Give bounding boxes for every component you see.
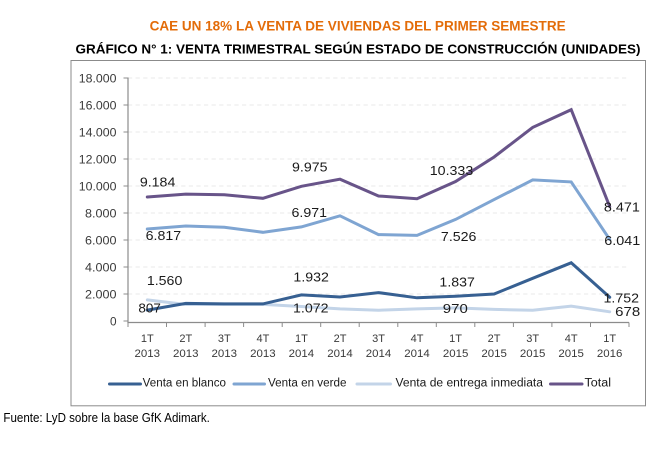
svg-text:8.000: 8.000 — [85, 206, 117, 220]
svg-text:2014: 2014 — [289, 348, 315, 360]
svg-text:4T: 4T — [411, 333, 424, 345]
svg-text:2014: 2014 — [404, 348, 430, 360]
svg-text:14.000: 14.000 — [79, 125, 117, 139]
svg-text:8.471: 8.471 — [604, 200, 640, 215]
svg-text:4.000: 4.000 — [85, 260, 117, 274]
svg-text:1.072: 1.072 — [293, 301, 329, 316]
svg-text:2015: 2015 — [481, 348, 507, 360]
svg-text:1.752: 1.752 — [604, 290, 640, 305]
svg-text:2013: 2013 — [173, 348, 199, 360]
svg-text:1T: 1T — [603, 333, 616, 345]
svg-text:2015: 2015 — [520, 348, 546, 360]
svg-text:Venta en verde: Venta en verde — [268, 377, 347, 389]
svg-text:970: 970 — [443, 301, 468, 316]
svg-text:2015: 2015 — [558, 348, 584, 360]
svg-text:Fuente: LyD sobre la base GfK: Fuente: LyD sobre la base GfK Adimark. — [3, 411, 210, 425]
svg-text:16.000: 16.000 — [79, 98, 117, 112]
svg-text:2013: 2013 — [212, 348, 238, 360]
svg-text:1.837: 1.837 — [439, 275, 475, 290]
svg-text:1T: 1T — [295, 333, 308, 345]
svg-text:3T: 3T — [218, 333, 231, 345]
svg-text:9.184: 9.184 — [140, 174, 176, 189]
svg-text:3T: 3T — [372, 333, 385, 345]
svg-text:10.333: 10.333 — [430, 163, 474, 178]
svg-text:6.971: 6.971 — [292, 205, 328, 220]
svg-text:2T: 2T — [334, 333, 347, 345]
svg-text:678: 678 — [615, 304, 640, 319]
svg-text:1.560: 1.560 — [147, 273, 183, 288]
svg-text:1T: 1T — [449, 333, 462, 345]
svg-text:2T: 2T — [488, 333, 501, 345]
svg-text:1T: 1T — [141, 333, 154, 345]
svg-text:807: 807 — [138, 301, 161, 316]
svg-text:6.817: 6.817 — [146, 228, 182, 243]
svg-text:2T: 2T — [179, 333, 192, 345]
svg-text:9.975: 9.975 — [292, 160, 328, 175]
svg-text:2014: 2014 — [366, 348, 392, 360]
svg-text:6.000: 6.000 — [85, 233, 117, 247]
svg-text:6.041: 6.041 — [604, 233, 640, 248]
svg-text:2013: 2013 — [135, 348, 161, 360]
svg-text:Total: Total — [585, 377, 612, 389]
svg-text:CAE UN 18% LA VENTA DE VIVIEND: CAE UN 18% LA VENTA DE VIVIENDAS DEL PRI… — [150, 19, 566, 34]
svg-text:10.000: 10.000 — [79, 179, 117, 193]
svg-text:Venta de entrega inmediata: Venta de entrega inmediata — [396, 377, 544, 389]
svg-text:0: 0 — [110, 314, 117, 328]
svg-text:4T: 4T — [256, 333, 269, 345]
svg-text:GRÁFICO N° 1: VENTA TRIMESTRAL: GRÁFICO N° 1: VENTA TRIMESTRAL SEGÚN EST… — [76, 41, 641, 56]
svg-text:4T: 4T — [565, 333, 578, 345]
svg-text:18.000: 18.000 — [79, 71, 117, 85]
svg-text:2016: 2016 — [597, 348, 623, 360]
svg-text:2.000: 2.000 — [85, 287, 117, 301]
svg-text:Venta en blanco: Venta en blanco — [143, 377, 226, 389]
svg-text:12.000: 12.000 — [79, 152, 117, 166]
svg-text:2013: 2013 — [250, 348, 276, 360]
svg-text:2014: 2014 — [327, 348, 353, 360]
svg-text:7.526: 7.526 — [441, 229, 477, 244]
svg-text:2015: 2015 — [443, 348, 469, 360]
svg-text:1.932: 1.932 — [293, 270, 329, 285]
svg-text:3T: 3T — [526, 333, 539, 345]
